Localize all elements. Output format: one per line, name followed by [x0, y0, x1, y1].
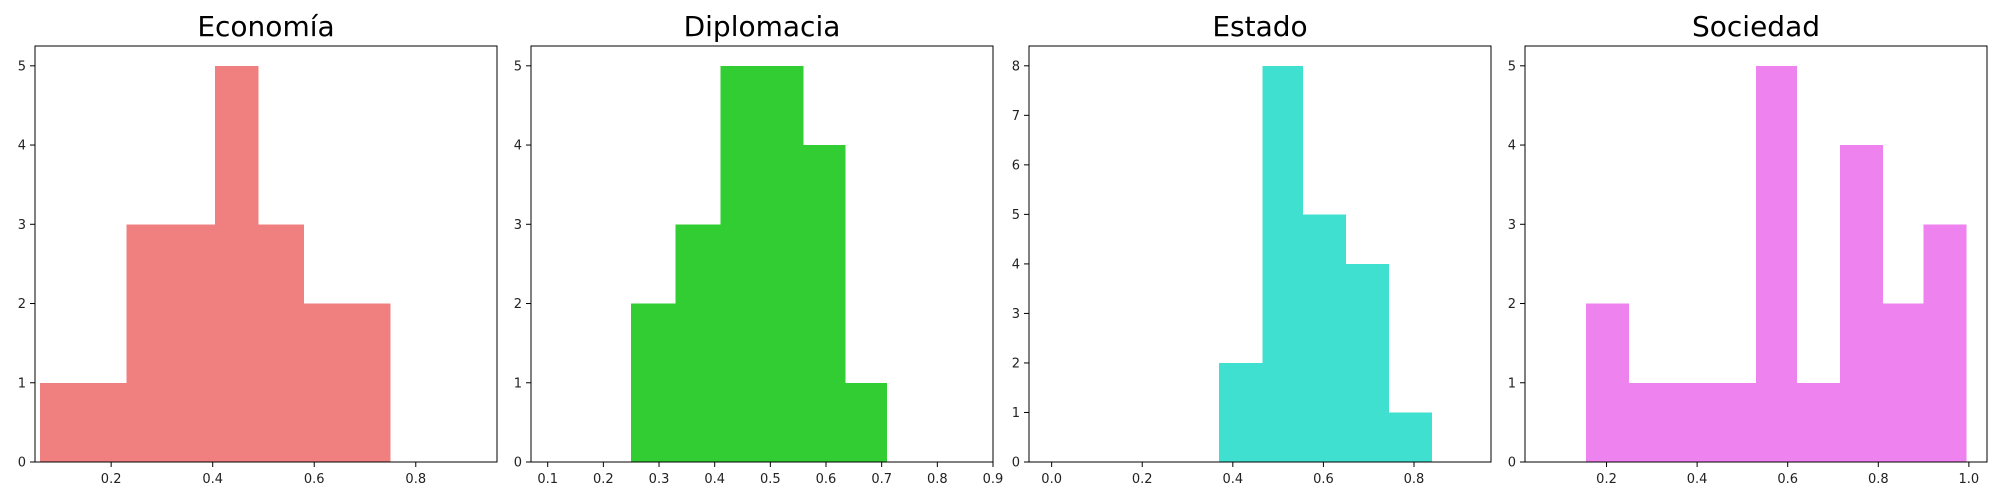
x-tick-label: 0.8 — [1404, 472, 1425, 487]
panel-title: Estado — [1212, 10, 1307, 43]
histogram-bar — [1346, 263, 1390, 462]
x-tick-label: 0.8 — [1868, 472, 1889, 487]
y-tick-label: 3 — [1508, 218, 1516, 233]
panel-title: Diplomacia — [684, 10, 841, 43]
histogram-bar — [720, 65, 762, 463]
histogram-bar — [258, 224, 305, 462]
histogram-panel: 0.2 0.4 0.6 0.8 0 1 2 3 4 5 Economía — [18, 10, 498, 487]
y-tick-label: 4 — [1508, 139, 1516, 154]
histogram-bar — [1303, 214, 1347, 462]
x-tick-label: 0.2 — [593, 472, 614, 487]
x-tick-label: 0.4 — [202, 472, 223, 487]
histogram-panel: 0.0 0.2 0.4 0.6 0.8 0 1 2 3 4 5 6 7 8 Estado — [1012, 10, 1492, 487]
y-tick-label: 4 — [514, 139, 522, 154]
histogram-bar — [1219, 362, 1263, 462]
x-tick-label: 0.4 — [1687, 472, 1708, 487]
y-tick-label: 5 — [1012, 208, 1020, 223]
axes-frame — [530, 45, 994, 463]
y-tick-label: 0 — [1012, 456, 1020, 471]
axes-frame — [1524, 45, 1988, 463]
histogram-bar — [126, 224, 173, 462]
y-tick-label: 1 — [514, 376, 522, 391]
x-tick-label: 0.5 — [760, 472, 781, 487]
y-tick-label: 1 — [18, 376, 26, 391]
histogram-bar — [304, 303, 348, 462]
y-tick-label: 2 — [1508, 297, 1516, 312]
histogram-bar — [215, 65, 259, 463]
panel-title: Economía — [197, 10, 334, 43]
x-tick-label: 1.0 — [1959, 472, 1980, 487]
y-tick-label: 0 — [1508, 456, 1516, 471]
y-tick-label: 5 — [514, 59, 522, 74]
axes-frame — [34, 45, 498, 463]
y-tick-label: 5 — [18, 59, 26, 74]
x-tick-label: 0.3 — [649, 472, 670, 487]
histogram-bar — [1796, 382, 1840, 462]
histogram-bar — [1669, 382, 1713, 462]
x-tick-label: 0.6 — [1313, 472, 1334, 487]
histogram-bar — [1839, 145, 1883, 463]
x-tick-label: 0.6 — [816, 472, 837, 487]
histogram-bar — [675, 224, 721, 462]
y-tick-label: 0 — [514, 456, 522, 471]
histogram-bar — [1882, 303, 1924, 462]
y-tick-label: 6 — [1012, 158, 1020, 173]
histogram-bar — [40, 382, 84, 462]
x-tick-label: 0.6 — [304, 472, 325, 487]
y-tick-label: 5 — [1508, 59, 1516, 74]
y-tick-label: 3 — [18, 218, 26, 233]
y-tick-label: 8 — [1012, 59, 1020, 74]
histogram-bar — [803, 145, 846, 463]
y-tick-label: 1 — [1508, 376, 1516, 391]
panel-title: Sociedad — [1692, 10, 1820, 43]
x-tick-label: 0.2 — [1596, 472, 1617, 487]
y-tick-label: 4 — [1012, 257, 1020, 272]
x-tick-label: 0.9 — [983, 472, 1004, 487]
histogram-bar — [1586, 303, 1630, 462]
y-tick-label: 1 — [1012, 406, 1020, 421]
y-tick-label: 3 — [514, 218, 522, 233]
histogram-bar — [172, 224, 216, 462]
histogram-bar — [631, 303, 676, 462]
histogram-bar — [762, 65, 804, 463]
y-tick-label: 4 — [18, 139, 26, 154]
histogram-bar — [1262, 65, 1304, 463]
y-tick-label: 2 — [18, 297, 26, 312]
x-tick-label: 0.7 — [871, 472, 892, 487]
histogram-bar — [1389, 412, 1433, 462]
y-tick-label: 3 — [1012, 307, 1020, 322]
y-tick-label: 2 — [514, 297, 522, 312]
x-tick-label: 0.1 — [537, 472, 558, 487]
histogram-bar — [347, 303, 391, 462]
histogram-bar — [1712, 382, 1756, 462]
axes-frame — [1028, 45, 1492, 463]
y-tick-label: 0 — [18, 456, 26, 471]
histogram-panel: 0.1 0.2 0.3 0.4 0.5 0.6 0.7 0.8 0.9 0 1 2 3 4 5 Diploma… — [514, 10, 1004, 487]
x-tick-label: 0.4 — [704, 472, 725, 487]
histogram-bar — [1923, 224, 1967, 462]
histogram-bar — [1629, 382, 1670, 462]
histogram-panel: 0.2 0.4 0.6 0.8 1.0 0 1 2 3 4 5 Sociedad — [1508, 10, 1988, 487]
histogram-bar — [845, 382, 888, 462]
x-tick-label: 0.0 — [1041, 472, 1062, 487]
x-tick-label: 0.8 — [405, 472, 426, 487]
x-tick-label: 0.8 — [927, 472, 948, 487]
x-tick-label: 0.6 — [1777, 472, 1798, 487]
histogram-bar — [83, 382, 127, 462]
x-tick-label: 0.2 — [1132, 472, 1153, 487]
histogram-bar — [1756, 65, 1797, 463]
x-tick-label: 0.4 — [1222, 472, 1243, 487]
x-tick-label: 0.2 — [101, 472, 122, 487]
y-tick-label: 2 — [1012, 356, 1020, 371]
y-tick-label: 7 — [1012, 109, 1020, 124]
